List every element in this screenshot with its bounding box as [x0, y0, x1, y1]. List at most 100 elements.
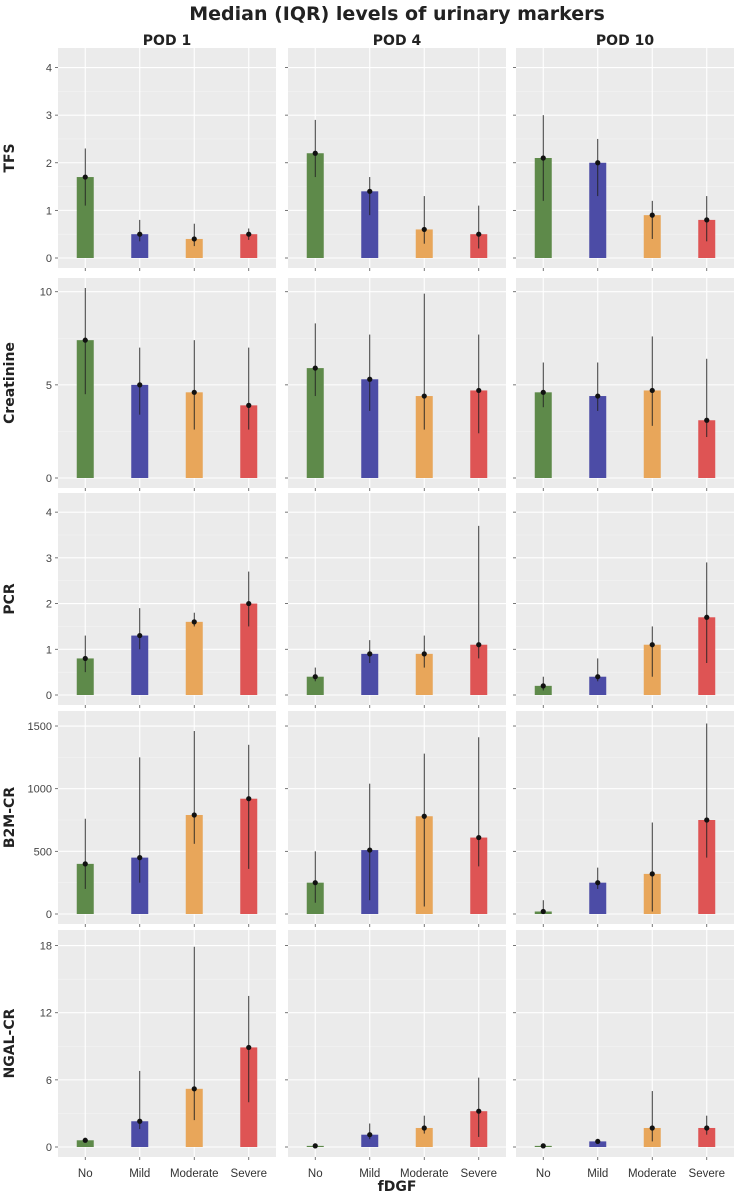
median-point-no — [312, 365, 318, 371]
median-point-moderate — [421, 393, 427, 399]
y-tick-label: 0 — [46, 253, 52, 265]
median-point-severe — [704, 1125, 710, 1131]
panel-background — [516, 711, 734, 924]
median-point-severe — [704, 614, 710, 620]
median-point-severe — [476, 1108, 482, 1114]
bar-no — [534, 392, 552, 478]
y-tick-label: 500 — [34, 846, 52, 858]
median-point-mild — [367, 376, 373, 382]
median-point-mild — [595, 393, 601, 399]
row-title-2: PCR — [2, 583, 18, 615]
bar-moderate — [415, 1127, 433, 1147]
median-point-mild — [137, 382, 143, 388]
median-point-no — [540, 155, 546, 161]
panel-r2-c1 — [285, 493, 506, 708]
median-point-moderate — [191, 619, 197, 625]
median-point-severe — [704, 217, 710, 223]
panel-background — [516, 48, 734, 268]
bar-mild — [589, 162, 607, 258]
x-tick-label-severe: Severe — [231, 1168, 267, 1180]
y-tick-label: 18 — [40, 941, 52, 953]
median-point-mild — [137, 1118, 143, 1124]
bar-mild — [589, 676, 607, 695]
panel-r3-c0: 0 500 1000 1500 — [28, 711, 276, 927]
x-tick-label-moderate: Moderate — [170, 1168, 219, 1180]
panel-background — [516, 930, 734, 1157]
median-point-no — [540, 908, 546, 915]
median-point-severe — [476, 642, 482, 648]
y-tick-label: 10 — [40, 287, 52, 299]
panel-r1-c1 — [285, 278, 506, 491]
row-title-3: B2M-CR — [2, 787, 18, 848]
y-tick-label: 0 — [46, 1142, 52, 1154]
median-point-mild — [137, 632, 143, 639]
x-tick-label-no: No — [78, 1168, 93, 1180]
median-point-no — [82, 655, 88, 662]
median-point-severe — [246, 231, 252, 237]
y-tick-label: 4 — [46, 507, 52, 519]
panel-background — [58, 278, 276, 488]
median-point-moderate — [191, 1086, 197, 1092]
x-tick-label-moderate: Moderate — [628, 1168, 677, 1180]
median-point-mild — [367, 1132, 373, 1138]
panel-background — [58, 493, 276, 705]
y-tick-label: 1 — [46, 644, 52, 656]
median-point-moderate — [191, 236, 197, 242]
bar-moderate — [185, 814, 203, 914]
median-point-severe — [476, 834, 482, 841]
median-point-severe — [246, 600, 252, 607]
bar-moderate — [415, 229, 433, 258]
median-point-moderate — [649, 387, 655, 394]
x-tick-label-mild: Mild — [587, 1168, 608, 1180]
median-point-moderate — [649, 642, 655, 648]
x-tick-label-no: No — [308, 1168, 323, 1180]
median-point-mild — [367, 651, 373, 657]
bar-mild — [589, 882, 607, 914]
median-point-mild — [137, 855, 143, 861]
panel-r0-c1 — [285, 48, 506, 271]
bar-mild — [361, 379, 379, 478]
bar-no — [76, 177, 94, 258]
panel-r3-c1 — [285, 711, 506, 927]
bar-severe — [698, 820, 716, 914]
bar-mild — [131, 1121, 149, 1147]
column-title-2: POD 10 — [596, 33, 654, 49]
median-point-severe — [476, 231, 482, 237]
y-tick-label: 1500 — [28, 721, 52, 733]
median-point-severe — [246, 402, 252, 408]
median-point-no — [312, 674, 318, 680]
median-point-no — [82, 1137, 88, 1143]
median-point-no — [540, 683, 546, 689]
x-tick-label-moderate: Moderate — [400, 1168, 449, 1180]
bar-severe — [470, 390, 488, 478]
bar-severe — [240, 405, 258, 478]
y-tick-label: 3 — [46, 110, 52, 122]
x-tick-label-mild: Mild — [359, 1168, 380, 1180]
median-point-moderate — [421, 651, 427, 657]
panel-background — [288, 278, 506, 488]
median-point-no — [312, 880, 318, 886]
bar-mild — [131, 234, 149, 258]
panel-background — [58, 48, 276, 268]
median-point-no — [312, 1143, 318, 1149]
row-title-0: TFS — [2, 143, 18, 172]
y-tick-label: 2 — [46, 158, 52, 170]
median-point-mild — [595, 160, 601, 166]
x-tick-label-severe: Severe — [461, 1168, 497, 1180]
bar-no — [76, 658, 94, 695]
panel-background — [58, 930, 276, 1157]
bar-moderate — [415, 653, 433, 695]
bar-moderate — [185, 621, 203, 695]
bar-no — [306, 676, 324, 695]
median-point-severe — [704, 817, 710, 823]
bar-moderate — [185, 238, 203, 258]
median-point-moderate — [649, 212, 655, 218]
panel-background — [288, 48, 506, 268]
panel-r1-c2 — [513, 278, 734, 491]
median-point-moderate — [191, 812, 197, 818]
bar-moderate — [415, 396, 433, 478]
bar-mild — [131, 857, 149, 914]
median-point-moderate — [421, 1125, 427, 1131]
median-point-moderate — [649, 871, 655, 877]
